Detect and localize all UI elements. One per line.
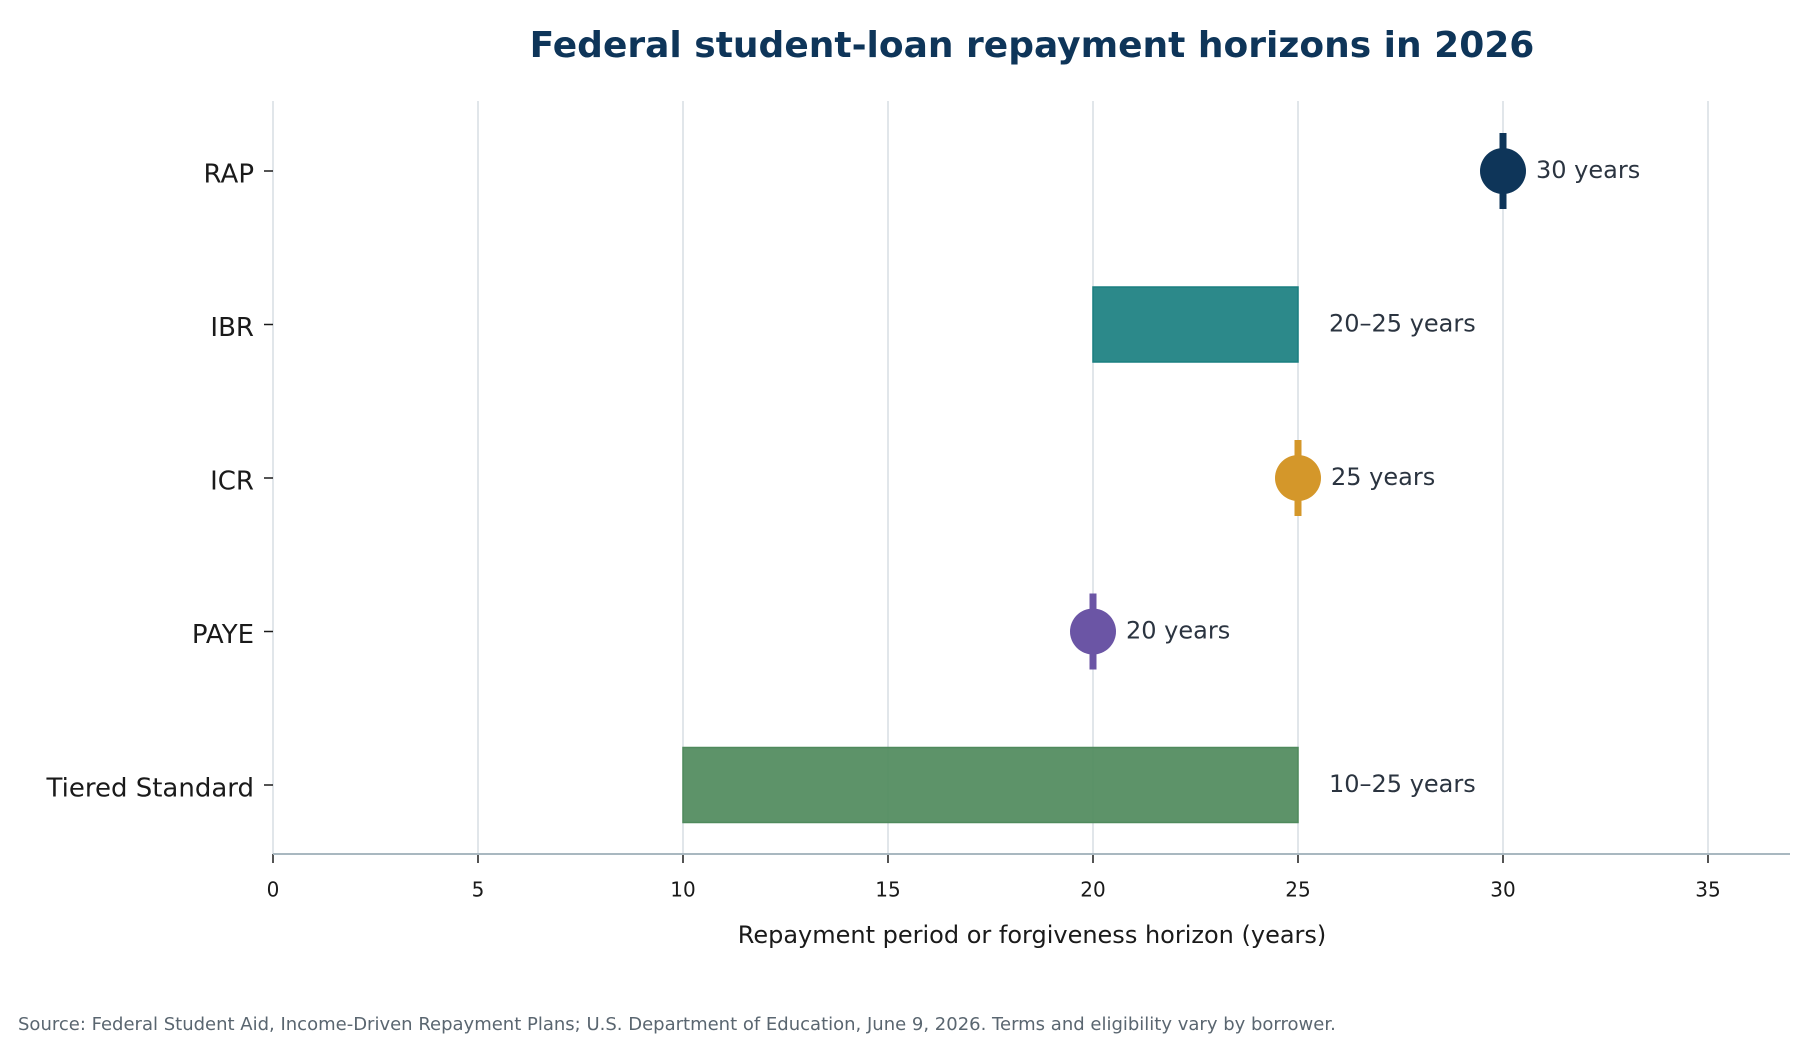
y-tick-label: RAP <box>204 160 254 190</box>
x-axis-label: Repayment period or forgiveness horizon … <box>738 921 1327 949</box>
x-tick-label: 10 <box>670 878 695 902</box>
x-tick-label: 25 <box>1285 878 1310 902</box>
x-tick-label: 35 <box>1695 878 1720 902</box>
y-tick-label: PAYE <box>192 620 254 650</box>
x-tick-label: 0 <box>267 878 280 902</box>
marker-dot <box>1275 455 1321 501</box>
y-tick-label: IBR <box>210 313 254 343</box>
value-label: 20–25 years <box>1329 310 1476 338</box>
marker-dot <box>1480 148 1526 194</box>
x-tick-label: 15 <box>875 878 900 902</box>
value-label: 10–25 years <box>1329 770 1476 798</box>
value-label: 20 years <box>1126 617 1230 645</box>
range-bar <box>1092 286 1299 363</box>
chart-title: Federal student-loan repayment horizons … <box>530 25 1535 66</box>
y-tick-label: Tiered Standard <box>46 774 254 804</box>
x-tick-label: 5 <box>472 878 485 902</box>
x-tick-label: 30 <box>1490 878 1515 902</box>
x-tick-label: 20 <box>1080 878 1105 902</box>
y-tick-label: ICR <box>210 467 254 497</box>
value-label: 30 years <box>1536 156 1640 184</box>
value-label: 25 years <box>1331 463 1435 491</box>
marker-dot <box>1070 608 1116 655</box>
range-bar <box>682 746 1299 824</box>
source-note: Source: Federal Student Aid, Income-Driv… <box>18 1014 1336 1035</box>
